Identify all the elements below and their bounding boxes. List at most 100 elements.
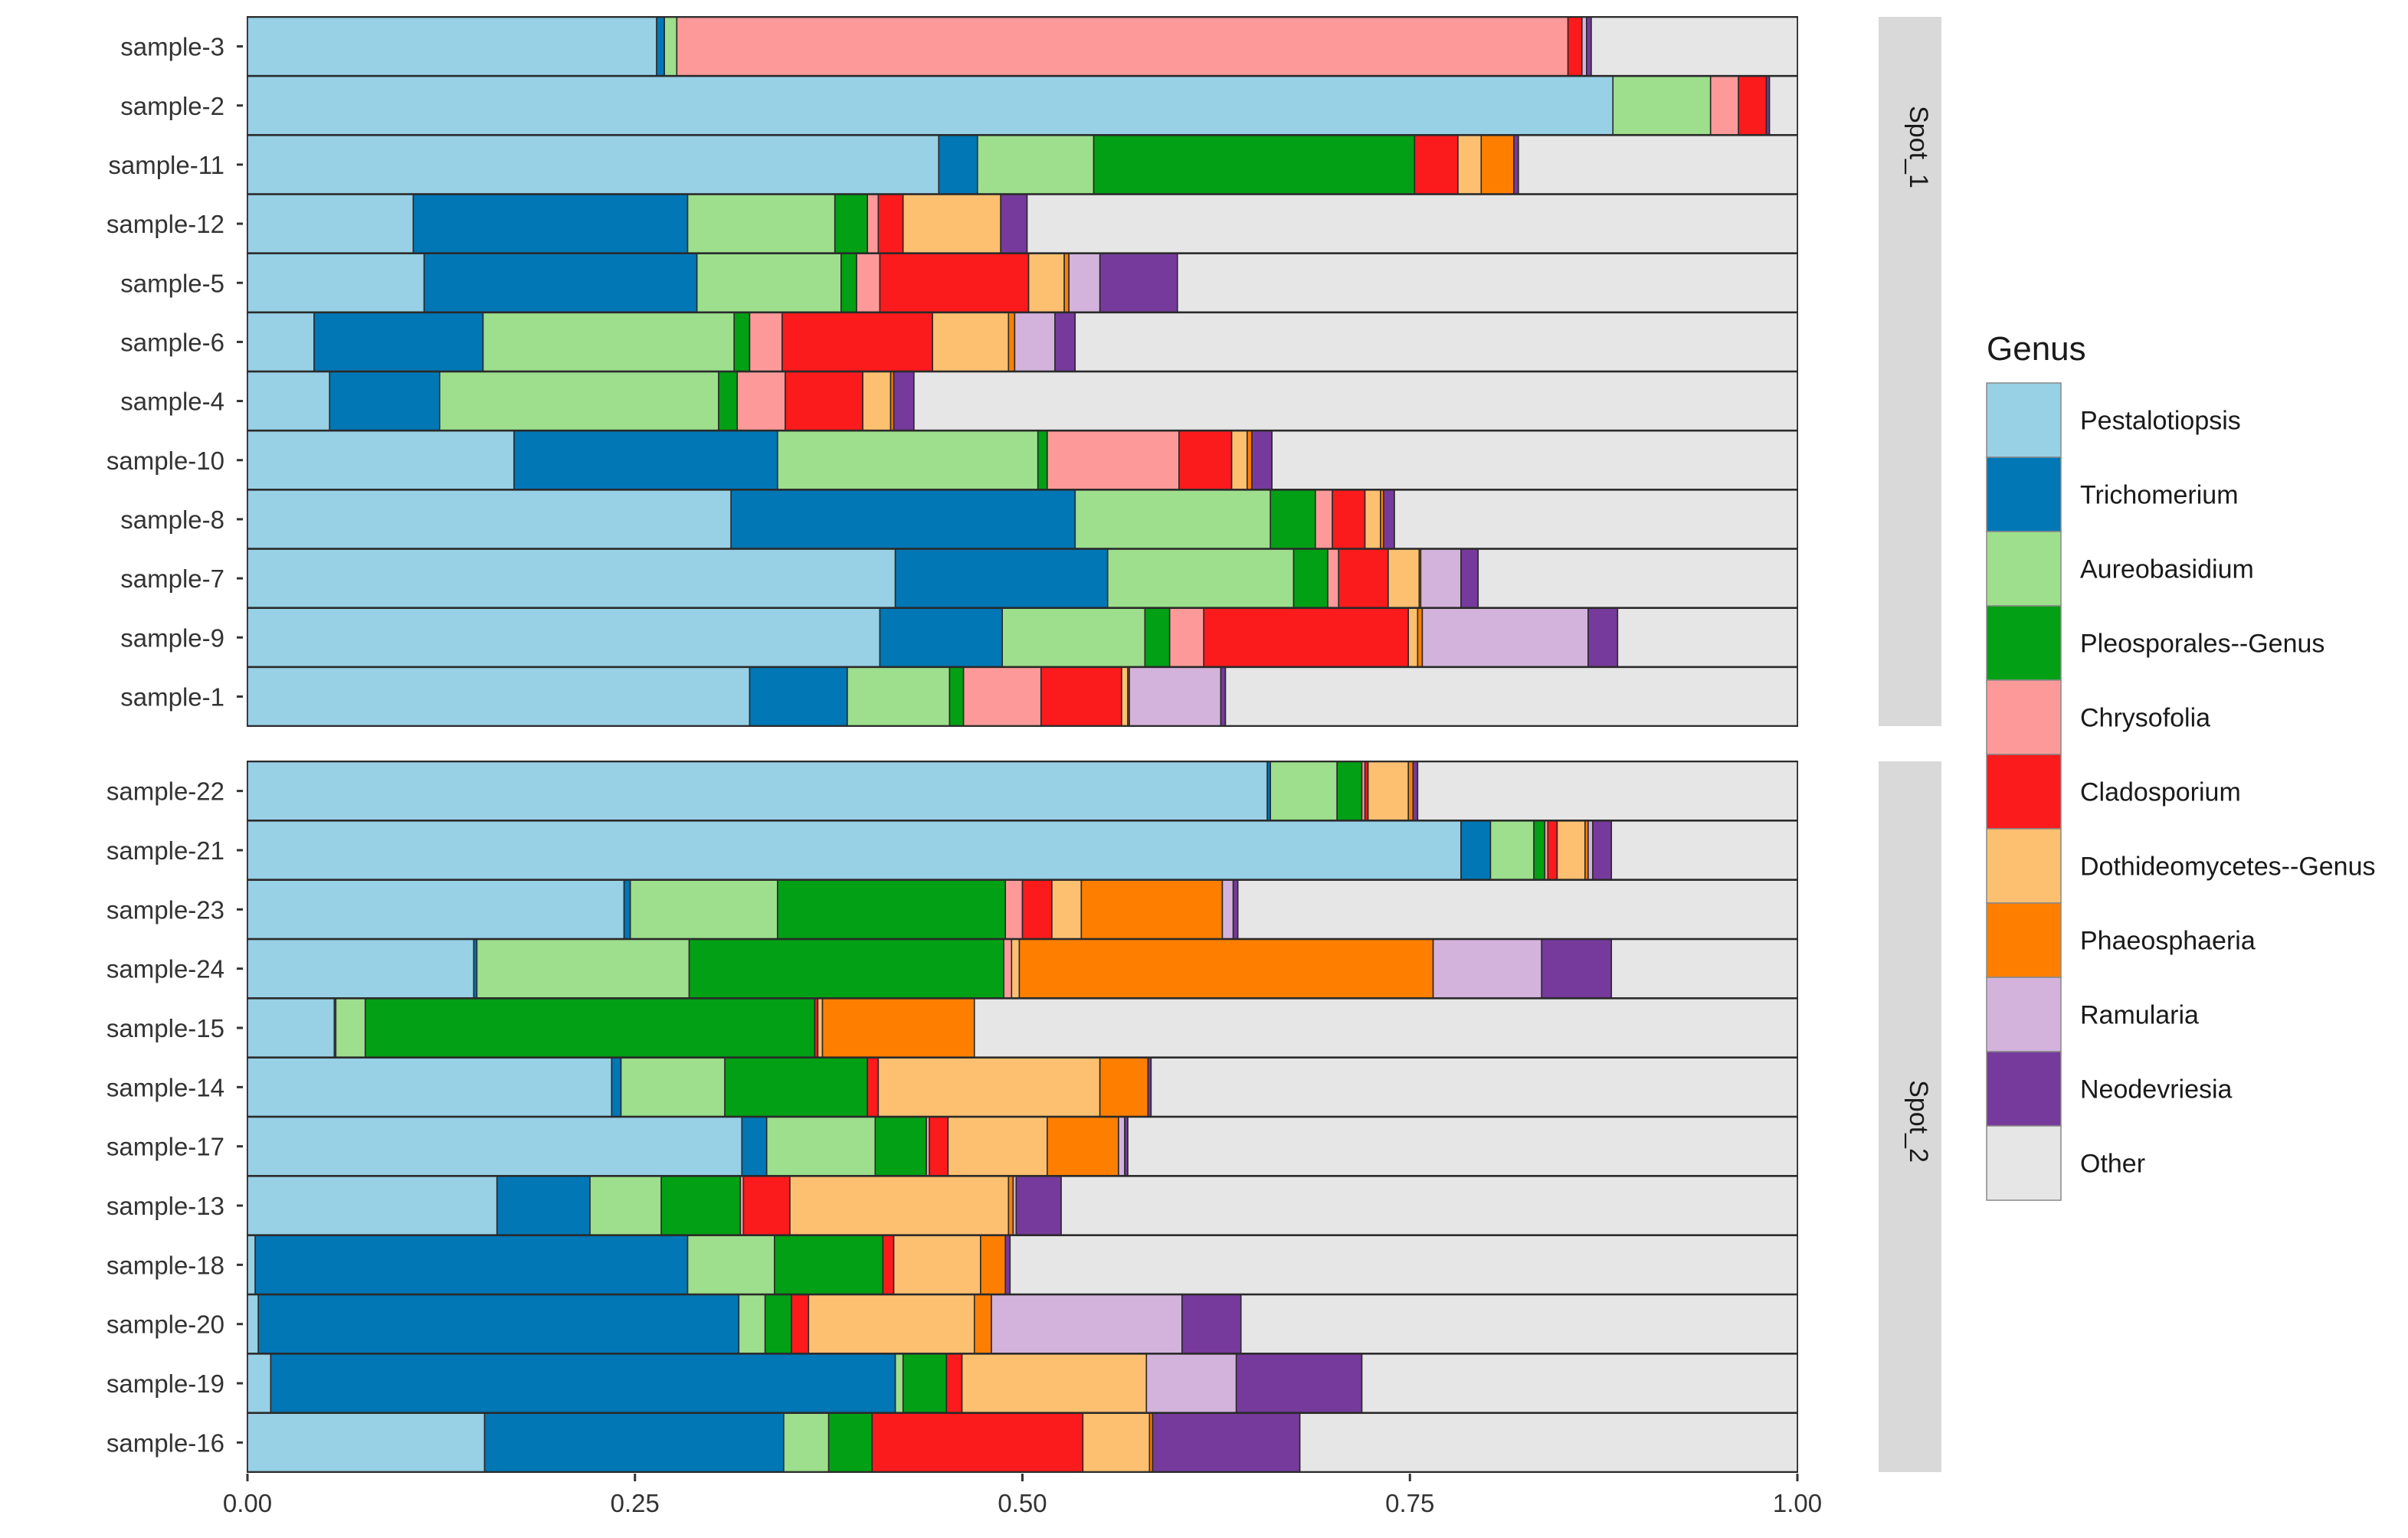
bar-segment-neodevriesia: [1004, 1235, 1011, 1295]
bar-segment-chrysofolia: [867, 194, 880, 254]
bar-segment-ramularia: [1118, 1116, 1125, 1176]
bar-row-sample-3: [247, 16, 1798, 77]
x-tick-label: 0.50: [998, 1489, 1047, 1517]
legend-item-cladosporium: Cladosporium: [1986, 754, 2241, 830]
bar-segment-trichomerium: [513, 430, 778, 490]
y-tick-label: sample-13: [106, 1192, 224, 1220]
bar-segment-neodevriesia: [1251, 430, 1273, 490]
legend-swatch: [1986, 902, 2062, 978]
bar-row-sample-22: [247, 761, 1798, 821]
bar-segment-aureobasidium: [1270, 761, 1338, 821]
bar-segment-phaeosphaeria: [1063, 253, 1070, 313]
bar-segment-aureobasidium: [1106, 548, 1295, 608]
bar-segment-phaeosphaeria: [1007, 312, 1016, 372]
panel-spot-1: sample-3 sample-2 sample-11 sample-12 sample…: [106, 16, 1941, 727]
legend-label: Pestalotiopsis: [2080, 407, 2241, 436]
x-tick-label: 0.25: [611, 1489, 660, 1517]
bar-segment-cladosporium: [1178, 430, 1233, 490]
y-tick-label: sample-9: [120, 623, 224, 652]
bar-segment-ramularia: [1068, 253, 1101, 313]
chart-panels: sample-3 sample-2 sample-11 sample-12 sample…: [106, 16, 1941, 1473]
bar-row-sample-6: [247, 312, 1798, 372]
bar-segment-neodevriesia: [1054, 312, 1076, 372]
y-tick-label: sample-20: [106, 1311, 224, 1339]
bar-segment-pestalotiopsis: [247, 75, 1614, 136]
bar-segment-ramularia: [1145, 1353, 1237, 1413]
bar-segment-cladosporium: [877, 194, 904, 254]
bar-segment-neodevriesia: [1541, 938, 1613, 999]
bar-segment-pleosporales-genus: [774, 1235, 884, 1295]
bar-segment-aureobasidium: [1489, 820, 1535, 880]
bar-row-sample-21: [247, 820, 1798, 880]
bar-segment-aureobasidium: [783, 1412, 830, 1473]
bar-segment-other: [1240, 1294, 1798, 1354]
bar-segment-pestalotiopsis: [247, 938, 475, 999]
legend-label: Neodevriesia: [2080, 1075, 2233, 1104]
bar-segment-trichomerium: [412, 194, 689, 254]
legend-item-chrysofolia: Chrysofolia: [1986, 679, 2210, 755]
bar-segment-pleosporales-genus: [660, 1176, 742, 1235]
bar-row-sample-24: [247, 938, 1798, 999]
legend-label: Other: [2080, 1150, 2145, 1179]
y-tick-label: sample-4: [120, 388, 224, 416]
bar-segment-aureobasidium: [1074, 489, 1271, 549]
legend-swatch: [1986, 456, 2062, 532]
bar-row-sample-13: [247, 1176, 1798, 1235]
bar-segment-dothideomycetes-genus: [1556, 820, 1586, 880]
bar-segment-trichomerium: [656, 16, 665, 77]
y-tick-label: sample-18: [106, 1251, 224, 1279]
bar-segment-cladosporium: [1040, 666, 1122, 727]
bar-segment-neodevriesia: [893, 371, 915, 431]
bar-segment-pestalotiopsis: [247, 1294, 259, 1354]
y-tick-label: sample-19: [106, 1369, 224, 1398]
bar-segment-pestalotiopsis: [247, 312, 315, 372]
bar-segment-phaeosphaeria: [973, 1294, 992, 1354]
legend-label: Ramularia: [2080, 1001, 2199, 1030]
bar-segment-neodevriesia: [1587, 607, 1619, 668]
bar-segment-ramularia: [1129, 666, 1222, 727]
bar-segment-dothideomycetes-genus: [932, 312, 1010, 372]
bar-segment-other: [1150, 1057, 1798, 1118]
bar-segment-neodevriesia: [1586, 16, 1592, 77]
bar-segment-pleosporales-genus: [1093, 135, 1416, 195]
bar-segment-pestalotiopsis: [247, 1176, 498, 1235]
bar-row-sample-5: [247, 253, 1798, 313]
bar-segment-pestalotiopsis: [247, 998, 336, 1058]
bar-segment-phaeosphaeria: [1007, 1176, 1014, 1235]
bar-segment-pleosporales-genus: [1270, 489, 1316, 549]
legend-swatch: [1986, 754, 2062, 830]
bar-segment-other: [1237, 879, 1798, 940]
bar-segment-pleosporales-genus: [1292, 548, 1328, 608]
bar-segment-chrysofolia: [1709, 75, 1739, 136]
bar-segment-cladosporium: [1414, 135, 1459, 195]
bar-segment-cladosporium: [1021, 879, 1053, 940]
bar-segment-cladosporium: [781, 312, 933, 372]
y-tick-label: sample-7: [120, 564, 224, 593]
bar-row-sample-17: [247, 1116, 1798, 1176]
bar-segment-pestalotiopsis: [247, 1353, 272, 1413]
legend-swatch: [1986, 531, 2062, 607]
bar-segment-aureobasidium: [894, 1353, 904, 1413]
bar-row-sample-23: [247, 879, 1798, 940]
bar-segment-dothideomycetes-genus: [1387, 548, 1420, 608]
bar-segment-other: [1617, 607, 1798, 668]
bar-segment-ramularia: [1432, 938, 1543, 999]
bar-segment-other: [1610, 820, 1798, 880]
legend-label: Aureobasidium: [2080, 555, 2254, 584]
bar-segment-chrysofolia: [749, 312, 783, 372]
bar-segment-dothideomycetes-genus: [947, 1116, 1048, 1176]
legend-item-other: Other: [1986, 1125, 2145, 1201]
legend-swatch: [1986, 977, 2062, 1052]
bar-segment-phaeosphaeria: [980, 1235, 1007, 1295]
bar-segment-dothideomycetes-genus: [1082, 1412, 1151, 1473]
y-tick-label: sample-12: [106, 210, 224, 238]
y-tick-label: sample-2: [120, 92, 224, 120]
bar-segment-trichomerium: [1460, 820, 1492, 880]
bar-segment-pestalotiopsis: [247, 1116, 743, 1176]
bar-row-sample-19: [247, 1353, 1798, 1413]
legend-label: Phaeosphaeria: [2080, 927, 2256, 956]
bar-segment-aureobasidium: [335, 998, 366, 1058]
bar-segment-other: [1271, 430, 1798, 490]
bar-segment-aureobasidium: [1612, 75, 1712, 136]
bar-segment-chrysofolia: [856, 253, 881, 313]
